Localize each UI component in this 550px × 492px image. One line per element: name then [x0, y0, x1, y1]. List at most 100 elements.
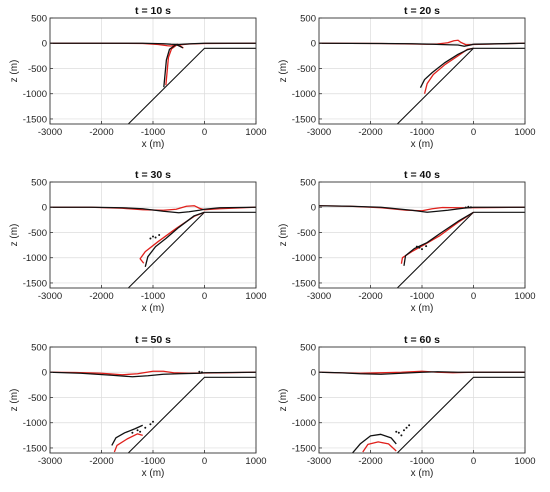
debris-point	[402, 429, 405, 432]
y-tick-label: -500	[28, 228, 47, 239]
debris-point	[415, 245, 418, 248]
y-tick-label: -1000	[292, 418, 316, 429]
y-tick-label: 500	[31, 342, 47, 353]
subplot-title: t = 50 s	[135, 334, 171, 346]
y-tick-label: -1500	[23, 278, 47, 289]
y-tick-label: 0	[42, 39, 47, 50]
subplot-2: -3000 -2000 -1000 0 1000 -1500 -1000 -500 0 500 t …	[278, 5, 536, 150]
debris-point	[400, 434, 403, 437]
y-tick-label: -1000	[292, 89, 316, 100]
y-axis-label: z (m)	[278, 60, 289, 83]
x-tick-label: -3000	[38, 291, 62, 302]
x-tick-label: 1000	[514, 291, 535, 302]
x-tick-label: -2000	[89, 456, 113, 467]
subplot-4: -3000 -2000 -1000 0 1000 -1500 -1000 -500 0 500 t …	[278, 169, 536, 314]
x-axis-label: x (m)	[411, 468, 434, 479]
y-tick-label: 0	[311, 368, 316, 379]
x-tick-label: 1000	[514, 456, 535, 467]
debris-point	[397, 431, 400, 434]
black-series-segment-1	[319, 205, 525, 213]
black-series-segment-1	[50, 42, 256, 46]
black-series-segment-1	[319, 371, 525, 375]
debris-point	[144, 426, 147, 429]
debris-point	[469, 206, 472, 209]
subplot-5: -3000 -2000 -1000 0 1000 -1500 -1000 -500 0 500 t …	[9, 334, 267, 479]
bathymetry-line	[127, 376, 256, 453]
x-tick-label: -1000	[141, 456, 165, 467]
x-tick-label: -2000	[358, 291, 382, 302]
x-tick-label: 0	[202, 291, 207, 302]
y-tick-label: -500	[297, 64, 316, 75]
y-axis-label: z (m)	[278, 389, 289, 412]
debris-point	[467, 205, 470, 208]
plot-content	[50, 205, 256, 288]
x-tick-label: -1000	[141, 291, 165, 302]
x-tick-label: 0	[471, 456, 476, 467]
x-tick-label: -3000	[307, 291, 331, 302]
bathymetry-line	[396, 376, 525, 453]
x-tick-label: 0	[471, 127, 476, 138]
debris-point	[405, 426, 408, 429]
y-tick-label: -500	[28, 64, 47, 75]
y-tick-label: -500	[297, 228, 316, 239]
black-series-segment-2	[419, 47, 474, 88]
x-tick-label: -2000	[358, 127, 382, 138]
subplot-title: t = 60 s	[404, 334, 440, 346]
y-tick-label: -1500	[292, 278, 316, 289]
y-tick-label: -1500	[23, 114, 47, 125]
y-tick-label: 500	[31, 177, 47, 188]
x-axis-label: x (m)	[142, 303, 165, 314]
subplot-title: t = 20 s	[404, 5, 440, 17]
y-axis-label: z (m)	[9, 60, 20, 83]
x-tick-label: -3000	[38, 127, 62, 138]
plot-content	[319, 370, 525, 453]
y-tick-label: 0	[42, 368, 47, 379]
y-axis-label: z (m)	[9, 389, 20, 412]
red-series-segment-2	[400, 211, 474, 264]
x-axis-label: x (m)	[411, 139, 434, 150]
debris-point	[152, 420, 154, 423]
y-tick-label: -1500	[292, 114, 316, 125]
black-series-segment-2	[163, 43, 184, 88]
subplot-3: -3000 -2000 -1000 0 1000 -1500 -1000 -500 0 500 t …	[9, 169, 267, 314]
y-axis-label: z (m)	[9, 224, 20, 247]
debris-point	[395, 430, 398, 433]
y-tick-label: 500	[300, 177, 316, 188]
debris-point	[139, 430, 142, 433]
debris-point	[136, 429, 139, 432]
y-tick-label: -1000	[23, 253, 47, 264]
black-series-segment-1	[319, 42, 525, 47]
red-series-segment-2	[362, 441, 397, 453]
debris-point	[152, 235, 154, 238]
debris-point	[425, 245, 428, 248]
black-series-segment-1	[50, 206, 256, 214]
red-series-segment-2	[113, 433, 143, 453]
debris-point	[149, 237, 152, 240]
plot-content	[50, 370, 256, 453]
plot-content	[319, 39, 525, 124]
plot-content	[319, 205, 525, 288]
y-tick-label: 500	[31, 13, 47, 24]
debris-point	[421, 248, 423, 251]
x-tick-label: -1000	[410, 127, 434, 138]
debris-point	[418, 246, 421, 249]
x-tick-label: -2000	[89, 127, 113, 138]
y-tick-label: 0	[42, 203, 47, 214]
debris-point	[464, 206, 467, 209]
x-axis-label: x (m)	[411, 303, 434, 314]
y-tick-label: 500	[300, 342, 316, 353]
x-tick-label: 0	[471, 291, 476, 302]
x-axis-label: x (m)	[142, 139, 165, 150]
black-series-segment-2	[111, 424, 143, 446]
y-tick-label: -1000	[23, 89, 47, 100]
black-series-segment-2	[351, 433, 397, 453]
y-tick-label: -1000	[292, 253, 316, 264]
x-tick-label: 1000	[245, 127, 266, 138]
y-tick-label: -1000	[23, 418, 47, 429]
subplot-title: t = 30 s	[135, 169, 171, 181]
y-tick-label: -500	[28, 393, 47, 404]
x-tick-label: -2000	[89, 291, 113, 302]
debris-point	[149, 423, 152, 426]
y-tick-label: -1500	[292, 443, 316, 454]
x-tick-label: -1000	[141, 127, 165, 138]
